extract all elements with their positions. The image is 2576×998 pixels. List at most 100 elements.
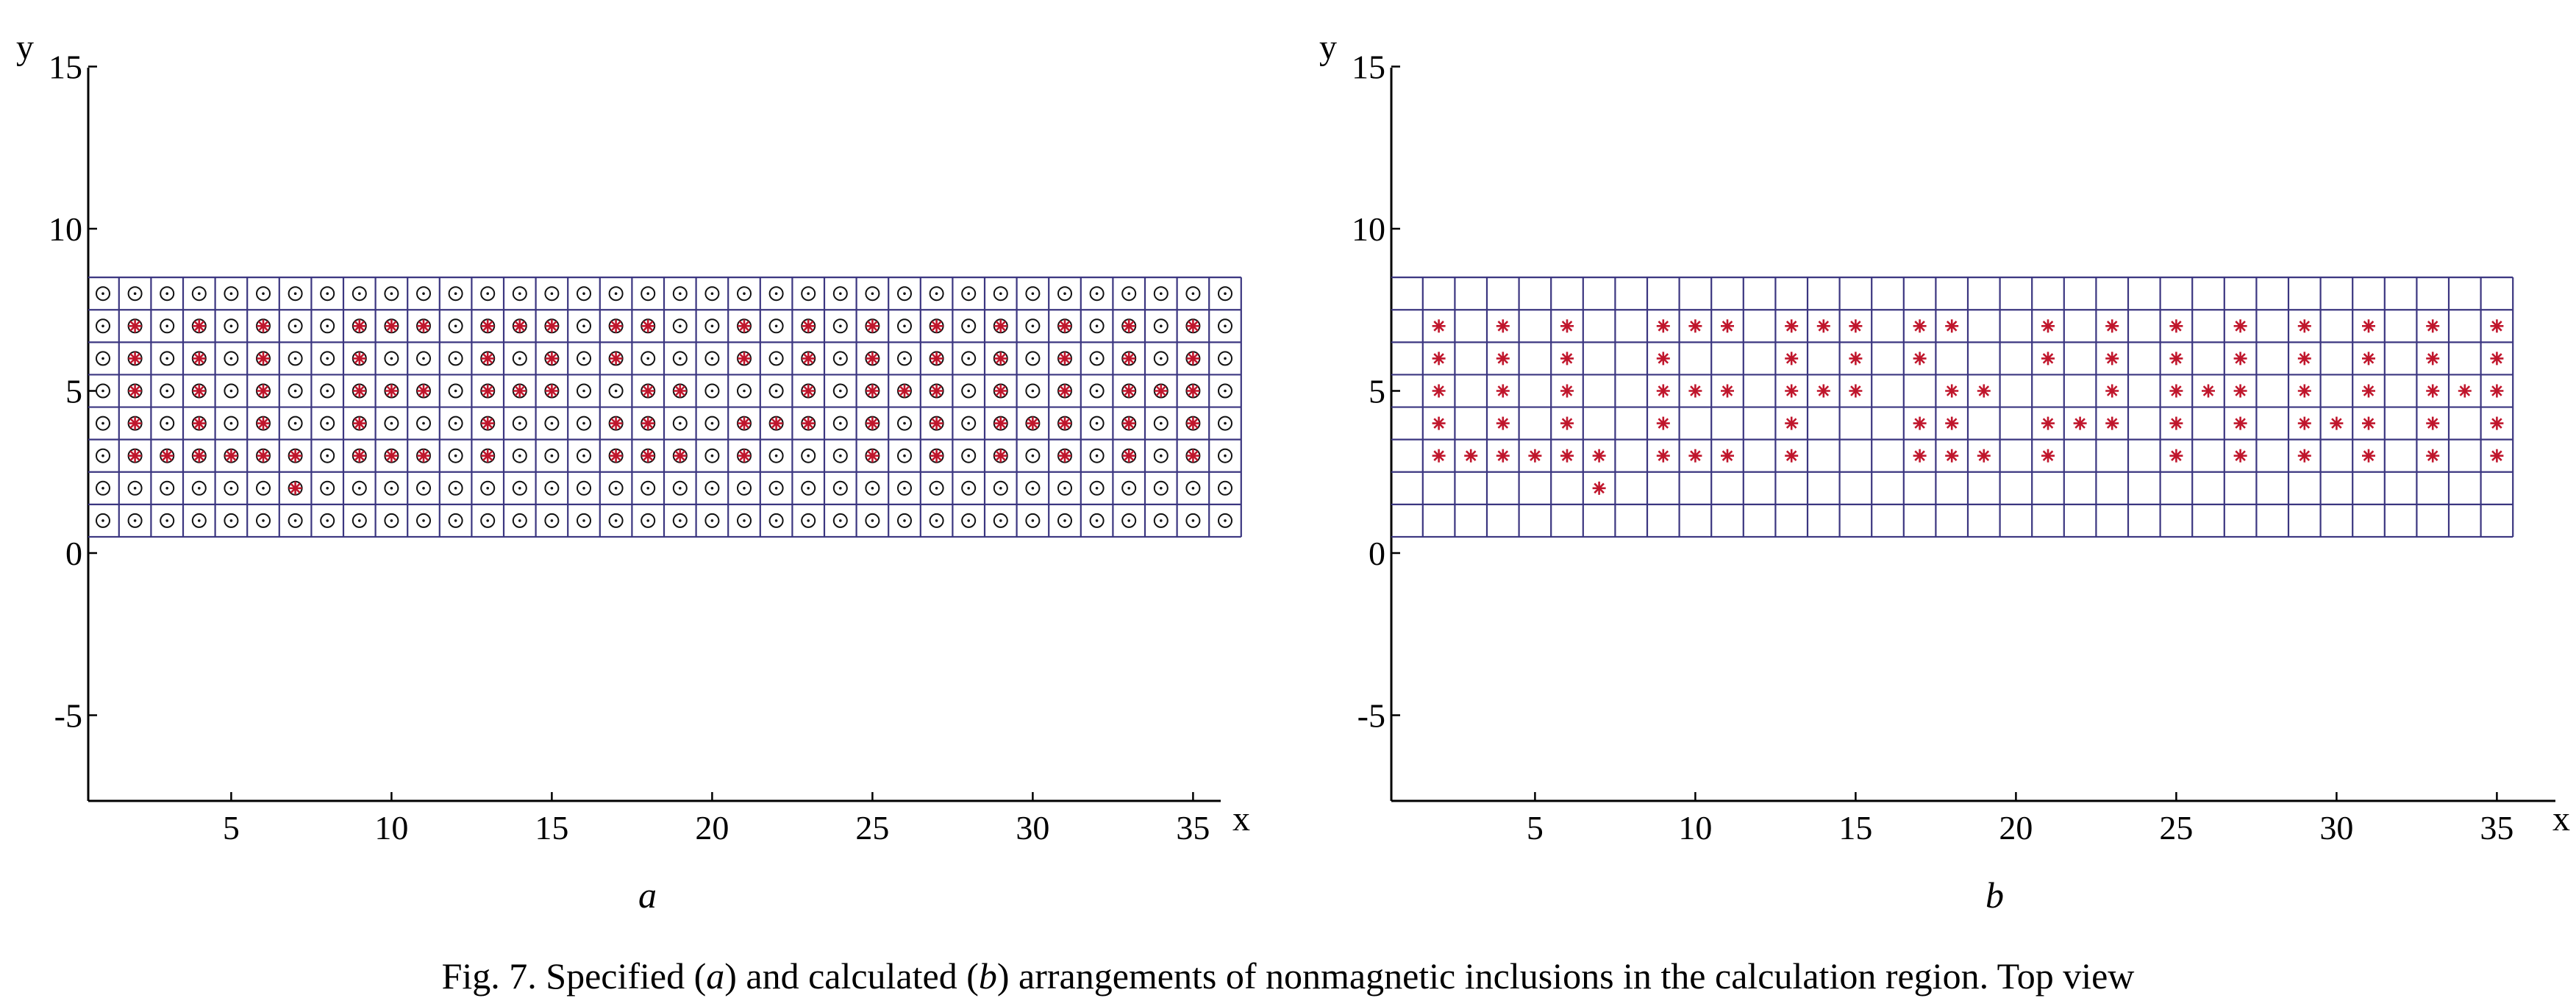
circle-center-dot bbox=[967, 454, 970, 457]
star-stroke bbox=[129, 321, 140, 332]
circle-center-dot bbox=[390, 357, 393, 360]
circle-center-dot bbox=[486, 519, 489, 522]
star-stroke bbox=[354, 321, 365, 332]
circle-marker bbox=[929, 513, 944, 528]
star-stroke bbox=[674, 385, 686, 396]
star-marker bbox=[673, 384, 687, 398]
star-marker bbox=[802, 352, 816, 366]
circle-marker bbox=[1218, 318, 1232, 334]
star-marker bbox=[1945, 384, 1959, 398]
star-stroke bbox=[1946, 321, 1958, 332]
circle-center-dot bbox=[358, 487, 361, 490]
circle-marker bbox=[832, 513, 848, 528]
star-marker bbox=[481, 449, 495, 463]
star-marker bbox=[513, 319, 527, 333]
circle-center-dot bbox=[1160, 421, 1163, 425]
star-marker bbox=[866, 319, 880, 333]
circle-marker bbox=[256, 480, 271, 496]
star-stroke bbox=[257, 321, 269, 332]
star-marker bbox=[738, 449, 751, 463]
star-marker bbox=[1913, 352, 1927, 366]
circle-center-dot bbox=[646, 487, 649, 490]
star-stroke bbox=[546, 321, 557, 332]
star-stroke bbox=[290, 450, 301, 461]
star-marker bbox=[1656, 319, 1670, 333]
star-marker bbox=[1122, 352, 1136, 366]
circle-center-dot bbox=[967, 292, 970, 296]
circle-center-dot bbox=[1160, 324, 1163, 328]
star-stroke bbox=[1914, 418, 1925, 429]
circle-marker bbox=[832, 383, 848, 399]
star-stroke bbox=[1850, 321, 1861, 332]
circle-center-dot bbox=[614, 292, 618, 296]
star-marker bbox=[2041, 449, 2055, 463]
circle-center-dot bbox=[229, 421, 233, 425]
star-marker bbox=[2426, 416, 2440, 430]
circle-center-dot bbox=[101, 292, 104, 296]
star-marker bbox=[128, 384, 142, 398]
star-stroke bbox=[1530, 450, 1541, 461]
circle-marker bbox=[544, 480, 560, 496]
star-marker bbox=[2041, 319, 2055, 333]
circle-marker bbox=[127, 286, 143, 302]
circle-center-dot bbox=[518, 421, 521, 425]
circle-center-dot bbox=[871, 519, 874, 522]
circle-marker bbox=[801, 448, 816, 463]
circle-marker bbox=[577, 351, 591, 366]
star-stroke bbox=[771, 418, 782, 429]
star-marker bbox=[1186, 416, 1200, 430]
circle-marker bbox=[897, 480, 912, 496]
circle-marker bbox=[416, 351, 431, 366]
star-marker bbox=[1432, 384, 1446, 398]
circle-center-dot bbox=[101, 487, 104, 490]
star-stroke bbox=[738, 321, 750, 332]
star-stroke bbox=[193, 385, 205, 396]
star-stroke bbox=[738, 418, 750, 429]
circle-marker bbox=[544, 513, 560, 528]
circle-marker bbox=[384, 480, 399, 496]
circle-marker bbox=[1089, 448, 1105, 463]
circle-center-dot bbox=[1095, 454, 1099, 457]
circle-marker bbox=[608, 383, 624, 399]
star-stroke bbox=[1946, 450, 1958, 461]
star-marker bbox=[1656, 352, 1670, 366]
star-stroke bbox=[2106, 353, 2118, 364]
star-marker bbox=[1432, 352, 1446, 366]
circle-marker bbox=[577, 416, 591, 431]
star-marker bbox=[2233, 352, 2247, 366]
circle-marker bbox=[672, 286, 688, 302]
star-marker bbox=[609, 449, 623, 463]
y-axis-name: y bbox=[1319, 28, 1337, 67]
caption-middle: ) and calculated ( bbox=[724, 955, 979, 997]
star-marker bbox=[930, 384, 943, 398]
circle-marker bbox=[768, 480, 784, 496]
circle-center-dot bbox=[935, 487, 938, 490]
star-stroke bbox=[1561, 450, 1573, 461]
circle-center-dot bbox=[165, 421, 168, 425]
circle-center-dot bbox=[229, 487, 233, 490]
y-tick-label: -5 bbox=[54, 697, 82, 735]
star-marker bbox=[1721, 319, 1734, 333]
circle-marker bbox=[961, 286, 977, 302]
star-stroke bbox=[290, 482, 301, 494]
circle-marker bbox=[288, 318, 303, 334]
circle-center-dot bbox=[614, 487, 618, 490]
circle-marker bbox=[1025, 351, 1041, 366]
circle-center-dot bbox=[518, 292, 521, 296]
circle-marker bbox=[224, 480, 239, 496]
star-marker bbox=[1122, 449, 1136, 463]
star-marker bbox=[1058, 319, 1071, 333]
star-marker bbox=[2362, 319, 2375, 333]
star-stroke bbox=[546, 385, 557, 396]
circle-center-dot bbox=[871, 487, 874, 490]
circle-center-dot bbox=[262, 487, 265, 490]
circle-center-dot bbox=[454, 389, 457, 393]
panel-b-chart: 15 10 5 0 -5 5 10 15 20 25 30 35 x y bbox=[1319, 28, 2570, 846]
star-marker bbox=[2426, 319, 2440, 333]
circle-center-dot bbox=[1224, 519, 1227, 522]
star-marker bbox=[128, 416, 142, 430]
star-stroke bbox=[1690, 321, 1701, 332]
circle-center-dot bbox=[903, 292, 906, 296]
circle-center-dot bbox=[229, 324, 233, 328]
